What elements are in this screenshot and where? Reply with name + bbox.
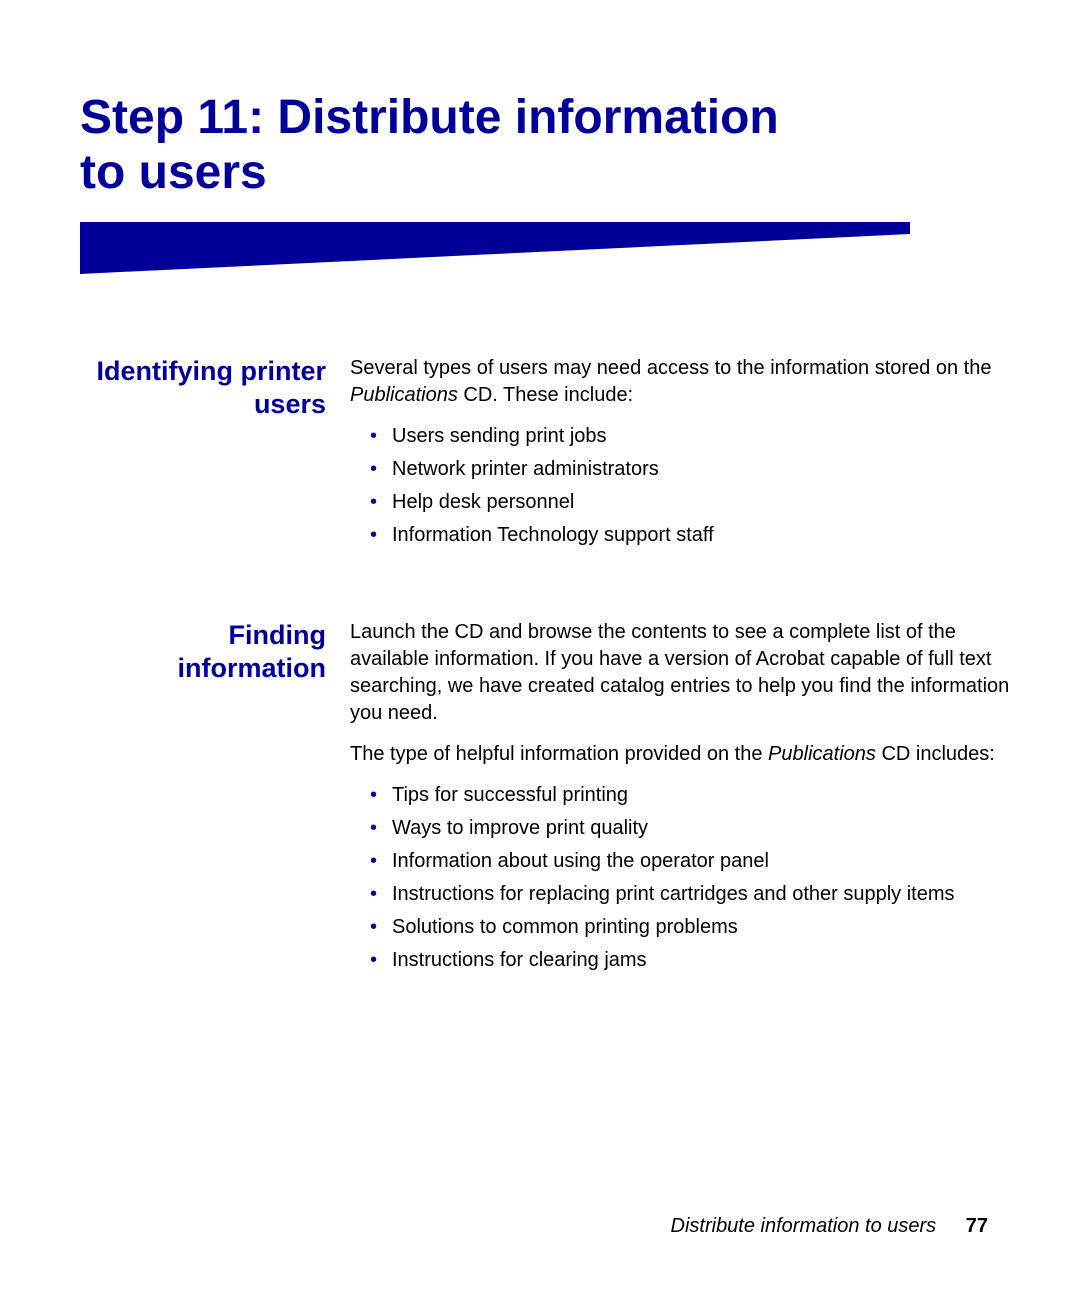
intro-paragraph: Several types of users may need access t… xyxy=(350,355,1010,409)
intro-pre: Several types of users may need access t… xyxy=(350,357,991,379)
section-heading: Identifying printer users xyxy=(80,355,350,563)
page-title-line1: Step 11: Distribute information xyxy=(80,91,779,144)
bullet-list: Tips for successful printing Ways to imp… xyxy=(370,782,1010,974)
body-paragraph: Launch the CD and browse the contents to… xyxy=(350,619,1010,727)
list-item: Instructions for replacing print cartrid… xyxy=(370,881,1010,908)
para-em: Publications xyxy=(768,743,876,765)
para-post: CD includes: xyxy=(876,743,995,765)
intro-post: CD. These include: xyxy=(458,384,633,406)
section-identifying-users: Identifying printer users Several types … xyxy=(80,355,1010,563)
section-finding-information: Finding information Launch the CD and br… xyxy=(80,619,1010,988)
list-item: Information Technology support staff xyxy=(370,522,1010,549)
list-item: Ways to improve print quality xyxy=(370,815,1010,842)
page-footer: Distribute information to users 77 xyxy=(671,1215,988,1238)
page-title-line2: to users xyxy=(80,146,267,199)
intro-em: Publications xyxy=(350,384,458,406)
list-item: Help desk personnel xyxy=(370,489,1010,516)
page-title: Step 11: Distribute information to users xyxy=(80,90,1010,200)
para-pre: The type of helpful information provided… xyxy=(350,743,768,765)
section-body: Several types of users may need access t… xyxy=(350,355,1010,563)
section-body: Launch the CD and browse the contents to… xyxy=(350,619,1010,988)
section-heading: Finding information xyxy=(80,619,350,988)
footer-page-number: 77 xyxy=(966,1215,988,1237)
body-paragraph: The type of helpful information provided… xyxy=(350,741,1010,768)
list-item: Users sending print jobs xyxy=(370,423,1010,450)
list-item: Solutions to common printing problems xyxy=(370,914,1010,941)
list-item: Instructions for clearing jams xyxy=(370,947,1010,974)
bullet-list: Users sending print jobs Network printer… xyxy=(370,423,1010,549)
footer-title: Distribute information to users xyxy=(671,1215,937,1237)
list-item: Information about using the operator pan… xyxy=(370,848,1010,875)
title-swoosh-divider xyxy=(80,222,910,274)
list-item: Network printer administrators xyxy=(370,456,1010,483)
list-item: Tips for successful printing xyxy=(370,782,1010,809)
